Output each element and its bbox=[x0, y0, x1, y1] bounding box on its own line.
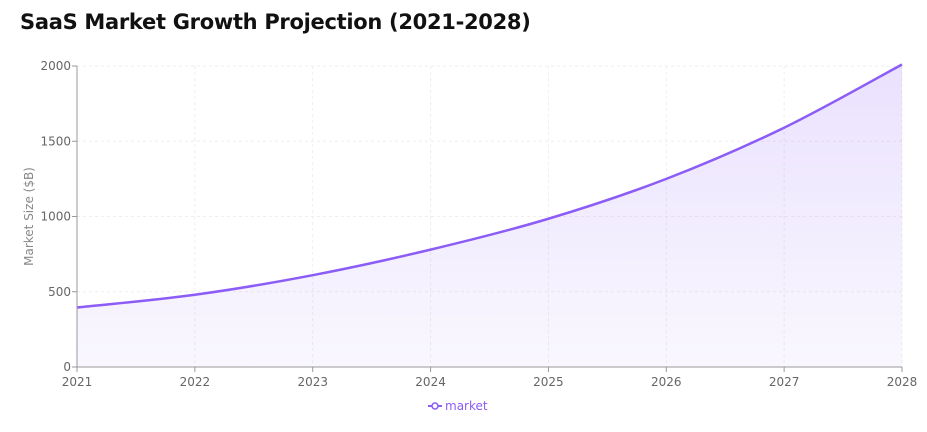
x-tick-label: 2022 bbox=[180, 375, 211, 389]
y-tick-label: 2000 bbox=[40, 59, 71, 73]
x-tick-label: 2026 bbox=[651, 375, 682, 389]
y-tick-label: 0 bbox=[63, 360, 71, 374]
x-tick-label: 2024 bbox=[415, 375, 446, 389]
y-axis-label: Market Size ($B) bbox=[22, 167, 36, 266]
tick-labels: 0 500 1000 1500 2000 2021 2022 2023 2024 2025 2026… bbox=[40, 59, 917, 389]
legend[interactable]: market bbox=[428, 399, 488, 413]
x-tick-label: 2028 bbox=[887, 375, 918, 389]
y-tick-label: 1000 bbox=[40, 210, 71, 224]
x-tick-label: 2021 bbox=[62, 375, 93, 389]
series-line-market bbox=[76, 63, 903, 309]
legend-label-market[interactable]: market bbox=[445, 399, 488, 413]
area-layer bbox=[76, 63, 903, 368]
area-fill-market bbox=[77, 64, 902, 368]
y-tick-label: 500 bbox=[48, 285, 71, 299]
x-tick-label: 2023 bbox=[297, 375, 328, 389]
axes bbox=[72, 65, 903, 372]
x-tick-label: 2025 bbox=[533, 375, 564, 389]
chart-title: SaaS Market Growth Projection (2021-2028… bbox=[20, 10, 531, 34]
y-tick-label: 1500 bbox=[40, 134, 71, 148]
x-tick-label: 2027 bbox=[769, 375, 800, 389]
legend-marker-icon bbox=[431, 402, 439, 410]
